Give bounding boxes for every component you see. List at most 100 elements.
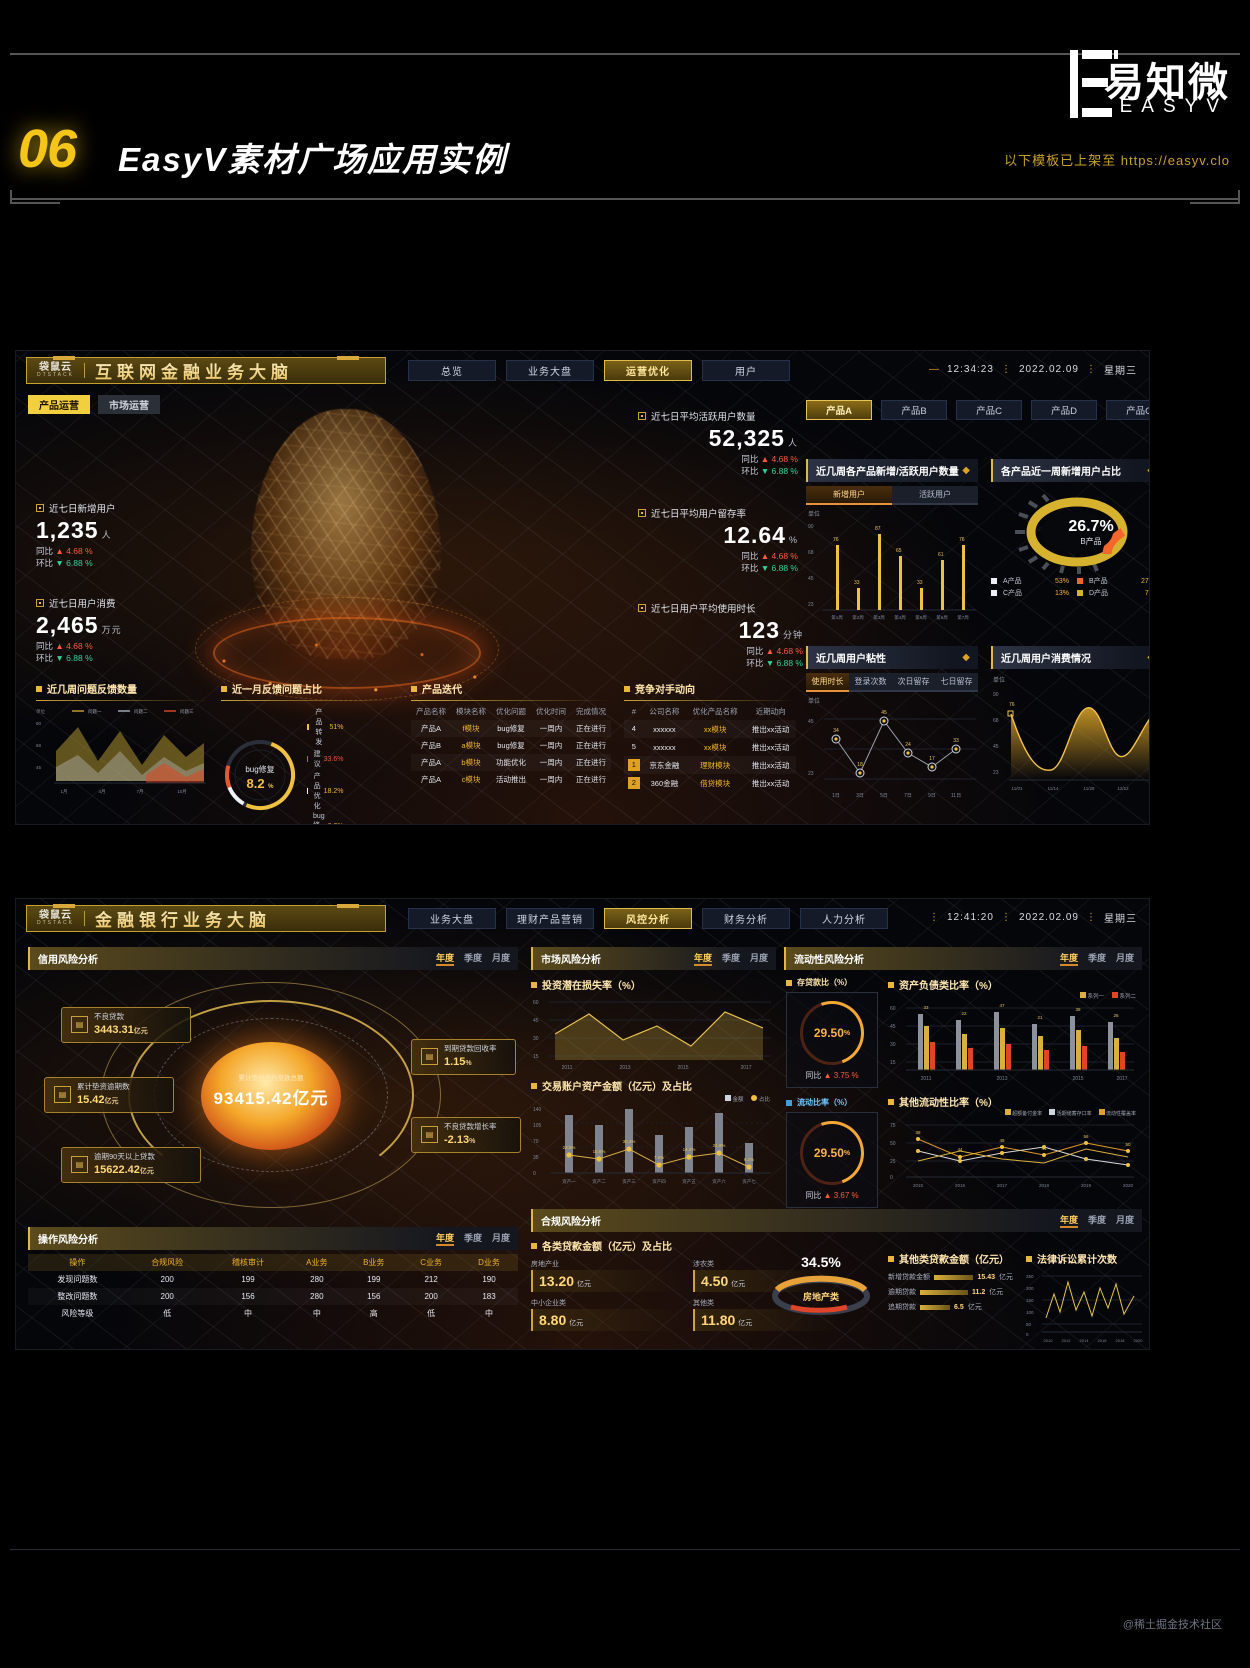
col-biz-b: B业务 bbox=[363, 1258, 385, 1267]
panel-title: 产品迭代 bbox=[411, 681, 611, 696]
product-tab-b[interactable]: 产品B bbox=[881, 400, 947, 420]
dash1-title: 互联网金融业务大脑 bbox=[95, 358, 293, 383]
svg-text:2015: 2015 bbox=[913, 1183, 924, 1188]
period-month[interactable]: 月度 bbox=[749, 953, 768, 963]
lawsuit-line-chart: 250 200 150 100 50 0 2010 2012 2014 2016 2018 20… bbox=[1026, 1274, 1143, 1343]
tab-seven-day-retention[interactable]: 七日留存 bbox=[935, 673, 978, 692]
nav-item-3[interactable]: 用户 bbox=[702, 360, 790, 381]
legend-item: 产品优化 18.2% bbox=[307, 773, 344, 810]
svg-text:2017: 2017 bbox=[997, 1183, 1008, 1188]
kpi-mom-value: ▼ 6.88 % bbox=[55, 653, 93, 664]
period-year[interactable]: 年度 bbox=[435, 951, 454, 966]
svg-text:2011: 2011 bbox=[921, 1076, 932, 1082]
dash2-nav: 业务大盘 理财产品营销 风控分析 财务分析 人力分析 bbox=[408, 908, 888, 929]
col-compliance: 合规风险 bbox=[151, 1258, 184, 1267]
issue-count-area-chart: 单位 90 68 45 问题一 问题二 问题三 1月 4月 7月 10月 bbox=[36, 708, 206, 795]
legend-demand-deposit: 活期储蓄存口率 bbox=[1049, 1109, 1092, 1117]
kpi-unit: 万元 bbox=[101, 625, 122, 635]
product-tab-c[interactable]: 产品C bbox=[956, 400, 1022, 420]
svg-text:2013: 2013 bbox=[619, 1065, 630, 1071]
svg-text:2016: 2016 bbox=[1098, 1338, 1108, 1343]
nav-item-1[interactable]: 业务大盘 bbox=[506, 360, 594, 381]
gauge-current-ratio: 流动比率（%） 29.50% 同比 ▲ 3.67 % bbox=[786, 1097, 878, 1208]
col-biz-c: C业务 bbox=[420, 1258, 443, 1267]
period-quarter[interactable]: 季度 bbox=[1087, 953, 1106, 963]
nav-item-0[interactable]: 总览 bbox=[408, 360, 496, 381]
tab-login-count[interactable]: 登录次数 bbox=[849, 673, 892, 692]
svg-text:4月: 4月 bbox=[98, 789, 105, 795]
period-year[interactable]: 年度 bbox=[435, 1231, 454, 1246]
loan-value-2: 8.80 亿元 bbox=[531, 1309, 681, 1331]
tab-active-users[interactable]: 活跃用户 bbox=[892, 486, 978, 505]
header-rule-top bbox=[10, 53, 1240, 55]
period-month[interactable]: 月度 bbox=[491, 1233, 510, 1243]
nav-item-2[interactable]: 运营优化 bbox=[604, 360, 692, 381]
col-product: 产品名称 bbox=[416, 707, 446, 716]
market-period-tabs: 年度 季度 月度 bbox=[693, 951, 768, 966]
product-tab-a[interactable]: 产品A bbox=[806, 400, 872, 420]
gauge-ring: 29.50% bbox=[800, 1001, 864, 1065]
kpi-mom-value: ▼ 6.88 % bbox=[765, 658, 803, 669]
header-corner-left bbox=[10, 190, 60, 204]
operation-period-tabs: 年度 季度 月度 bbox=[435, 1231, 510, 1246]
period-quarter[interactable]: 季度 bbox=[463, 953, 482, 963]
dash2-brand-plate: 袋鼠云 DTSTACK 金融银行业务大脑 bbox=[26, 904, 386, 932]
col-index: # bbox=[631, 707, 636, 716]
nav-item-3[interactable]: 财务分析 bbox=[702, 908, 790, 929]
svg-text:45: 45 bbox=[881, 710, 887, 716]
tab-usage-time[interactable]: 使用时长 bbox=[806, 673, 849, 692]
svg-text:23: 23 bbox=[808, 771, 814, 777]
subtab-product-ops[interactable]: 产品运营 bbox=[28, 395, 90, 414]
period-month[interactable]: 月度 bbox=[491, 953, 510, 963]
panel-title: 市场风险分析 年度 季度 月度 bbox=[531, 947, 776, 970]
loan-name: 中小企业类 bbox=[531, 1300, 566, 1307]
subpanel-lawsuits: 法律诉讼累计次数 250 200 150 100 50 0 2010 2012 2014 2… bbox=[1026, 1251, 1144, 1348]
svg-text:45: 45 bbox=[993, 744, 999, 750]
dash1-topbar: 袋鼠云 DTSTACK 互联网金融业务大脑 总览 业务大盘 运营优化 用户 — … bbox=[16, 351, 1149, 389]
panel-title: 近几周用户粘性 ◆ bbox=[806, 646, 978, 669]
dash1-nav: 总览 业务大盘 运营优化 用户 bbox=[408, 360, 790, 381]
nav-item-4[interactable]: 人力分析 bbox=[800, 908, 888, 929]
col-biz-d: D业务 bbox=[478, 1258, 500, 1267]
product-tab-e[interactable]: 产品C bbox=[1106, 400, 1149, 420]
header-rule-bottom bbox=[10, 198, 1240, 200]
subtab-market-ops[interactable]: 市场运营 bbox=[98, 395, 160, 414]
table-row: 发现问题数 200 199 280 199 212 190 bbox=[57, 1275, 496, 1284]
period-quarter[interactable]: 季度 bbox=[721, 953, 740, 963]
svg-text:22: 22 bbox=[961, 1011, 967, 1016]
svg-text:30: 30 bbox=[890, 1042, 896, 1048]
nav-item-0[interactable]: 业务大盘 bbox=[408, 908, 496, 929]
slide-subtitle: 以下模板已上架至 https://easyv.clo bbox=[1004, 153, 1230, 168]
tab-next-day-retention[interactable]: 次日留存 bbox=[892, 673, 935, 692]
period-year[interactable]: 年度 bbox=[1059, 951, 1078, 966]
svg-text:56: 56 bbox=[1083, 1134, 1089, 1139]
svg-text:33: 33 bbox=[917, 580, 923, 586]
svg-text:33: 33 bbox=[923, 1005, 929, 1010]
svg-text:7日: 7日 bbox=[904, 793, 912, 799]
halo-inner bbox=[213, 617, 481, 689]
tab-new-users[interactable]: 新增用户 bbox=[806, 486, 892, 505]
panel-title: 竞争对手动向 bbox=[624, 681, 796, 696]
period-quarter[interactable]: 季度 bbox=[1087, 1215, 1106, 1225]
period-year[interactable]: 年度 bbox=[1059, 1213, 1078, 1228]
period-month[interactable]: 月度 bbox=[1115, 1215, 1134, 1225]
subpanel-title: 资产负债类比率（%） bbox=[888, 977, 1140, 992]
kpi-unit: 人 bbox=[787, 438, 798, 448]
stickiness-tabs: 使用时长 登录次数 次日留存 七日留存 bbox=[806, 673, 978, 692]
nav-item-2[interactable]: 风控分析 bbox=[604, 908, 692, 929]
nav-item-1[interactable]: 理财产品营销 bbox=[506, 908, 594, 929]
period-quarter[interactable]: 季度 bbox=[463, 1233, 482, 1243]
svg-text:11日: 11日 bbox=[951, 793, 961, 799]
period-year[interactable]: 年度 bbox=[693, 951, 712, 966]
clock-dash: — bbox=[929, 364, 940, 375]
svg-text:33: 33 bbox=[953, 738, 959, 744]
product-tab-d[interactable]: 产品D bbox=[1031, 400, 1097, 420]
orb-value: 93415.42亿元 bbox=[213, 1089, 329, 1108]
period-month[interactable]: 月度 bbox=[1115, 953, 1134, 963]
svg-text:第1周: 第1周 bbox=[831, 614, 843, 621]
svg-text:45: 45 bbox=[808, 576, 814, 582]
svg-text:105: 105 bbox=[533, 1123, 542, 1129]
svg-text:单位: 单位 bbox=[36, 708, 45, 715]
